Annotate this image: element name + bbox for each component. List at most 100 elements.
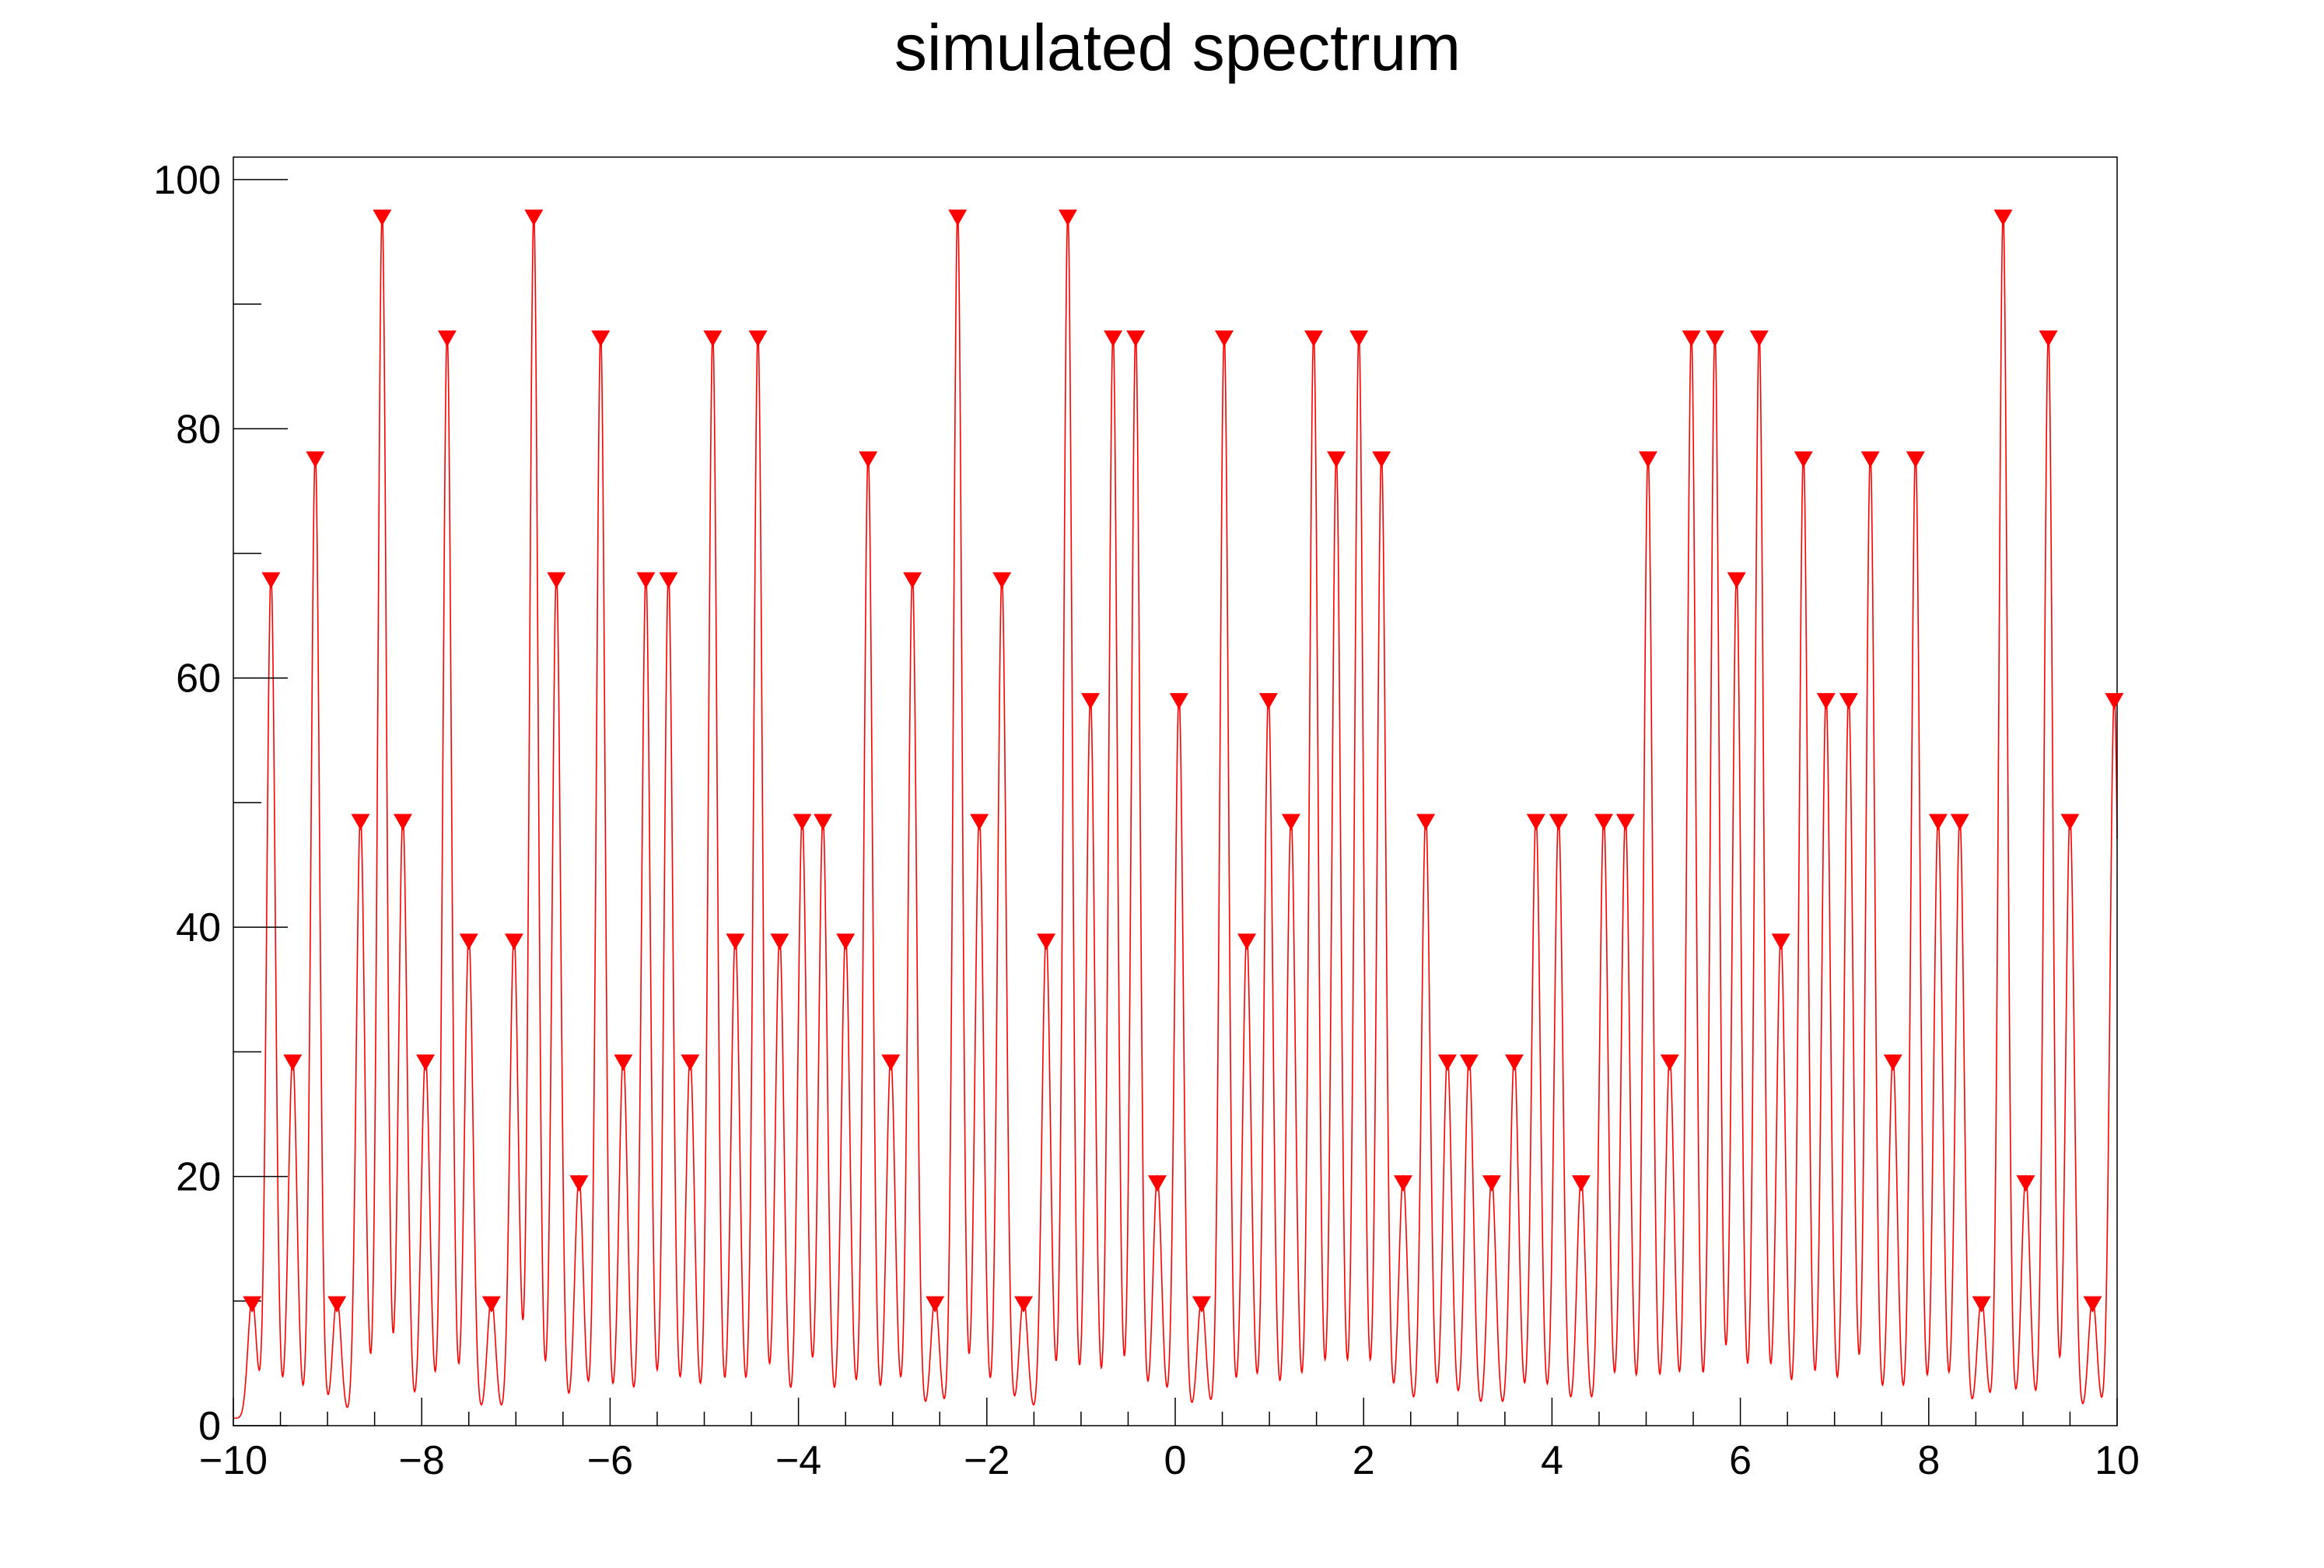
peak-marker — [1081, 693, 1101, 710]
peak-marker — [992, 572, 1012, 589]
peak-marker — [1839, 693, 1858, 710]
peak-marker — [504, 933, 523, 950]
peak-marker — [1349, 330, 1369, 347]
peak-marker — [1192, 1296, 1211, 1313]
peak-marker — [393, 814, 412, 831]
peak-marker — [1549, 814, 1568, 831]
peak-marker — [1571, 1175, 1591, 1192]
x-tick-label: 2 — [1353, 1438, 1375, 1483]
x-tick-label: −10 — [199, 1438, 268, 1483]
peak-marker — [814, 814, 833, 831]
peak-marker — [1705, 330, 1724, 347]
peak-marker — [243, 1296, 262, 1313]
peak-marker — [1237, 933, 1257, 950]
peak-marker — [1281, 814, 1300, 831]
peak-marker — [1416, 814, 1436, 831]
x-tick-label: 6 — [1729, 1438, 1752, 1483]
peak-marker — [793, 814, 812, 831]
peak-marker — [926, 1296, 945, 1313]
x-tick-label: −4 — [775, 1438, 821, 1483]
peak-marker — [903, 572, 922, 589]
chart-title: simulated spectrum — [894, 11, 1461, 84]
peak-marker — [569, 1175, 589, 1192]
x-tick-label: −2 — [964, 1438, 1010, 1483]
peak-marker — [1906, 451, 1925, 468]
peak-markers — [243, 209, 2124, 1313]
x-tick-label: 10 — [2095, 1438, 2140, 1483]
peak-marker — [1993, 209, 2013, 226]
peak-marker — [2060, 814, 2080, 831]
peak-marker — [2039, 330, 2058, 347]
y-tick-label: 80 — [176, 407, 221, 452]
peak-marker — [614, 1054, 633, 1071]
y-tick-label: 40 — [176, 905, 221, 950]
peak-marker — [1058, 209, 1077, 226]
peak-marker — [1950, 814, 1969, 831]
peak-marker — [283, 1054, 303, 1071]
peak-marker — [351, 814, 370, 831]
peak-marker — [1037, 933, 1056, 950]
x-tick-label: 8 — [1917, 1438, 1940, 1483]
x-tick-label: −6 — [587, 1438, 633, 1483]
peak-marker — [1883, 1054, 1902, 1071]
x-tick-label: 0 — [1164, 1438, 1187, 1483]
peak-marker — [1214, 330, 1234, 347]
peak-marker — [1304, 330, 1324, 347]
peak-marker — [2016, 1175, 2035, 1192]
peak-marker — [726, 933, 745, 950]
peak-marker — [327, 1296, 347, 1313]
peak-marker — [1816, 693, 1836, 710]
peak-marker — [1660, 1054, 1679, 1071]
peak-marker — [1459, 1054, 1479, 1071]
axes — [233, 156, 2118, 1426]
peak-marker — [1794, 451, 1813, 468]
peak-marker — [748, 330, 768, 347]
peak-marker — [703, 330, 723, 347]
peak-marker — [1372, 451, 1391, 468]
peak-marker — [1327, 451, 1346, 468]
peak-marker — [636, 572, 656, 589]
peak-marker — [770, 933, 789, 950]
y-tick-label: 60 — [176, 656, 221, 702]
y-tick-label: 0 — [198, 1404, 221, 1449]
peak-marker — [836, 933, 856, 950]
peak-marker — [1526, 814, 1545, 831]
peak-marker — [459, 933, 478, 950]
peak-marker — [1594, 814, 1614, 831]
peak-marker — [1682, 330, 1701, 347]
y-tick-label: 100 — [153, 158, 221, 203]
peak-marker — [1437, 1054, 1457, 1071]
peak-marker — [948, 209, 968, 226]
peak-marker — [859, 451, 878, 468]
peak-marker — [659, 572, 678, 589]
peak-marker — [373, 209, 392, 226]
x-tick-label: −8 — [399, 1438, 445, 1483]
peak-marker — [1014, 1296, 1034, 1313]
peak-marker — [1482, 1175, 1501, 1192]
peak-marker — [547, 572, 566, 589]
peak-marker — [1104, 330, 1123, 347]
x-tick-label: 4 — [1541, 1438, 1563, 1483]
peak-marker — [1147, 1175, 1167, 1192]
peak-marker — [524, 209, 544, 226]
peak-marker — [1394, 1175, 1413, 1192]
peak-marker — [1258, 693, 1278, 710]
peak-marker — [481, 1296, 501, 1313]
peak-marker — [1749, 330, 1769, 347]
y-tick-label: 20 — [176, 1155, 221, 1200]
peak-marker — [306, 451, 325, 468]
peak-marker — [881, 1054, 901, 1071]
peak-marker — [1771, 933, 1790, 950]
peak-marker — [1972, 1296, 1991, 1313]
peak-marker — [1638, 451, 1657, 468]
peak-marker — [261, 572, 281, 589]
peak-marker — [1615, 814, 1635, 831]
peak-marker — [1727, 572, 1746, 589]
peak-marker — [1504, 1054, 1524, 1071]
peak-marker — [1126, 330, 1146, 347]
peak-marker — [681, 1054, 700, 1071]
peak-marker — [416, 1054, 436, 1071]
